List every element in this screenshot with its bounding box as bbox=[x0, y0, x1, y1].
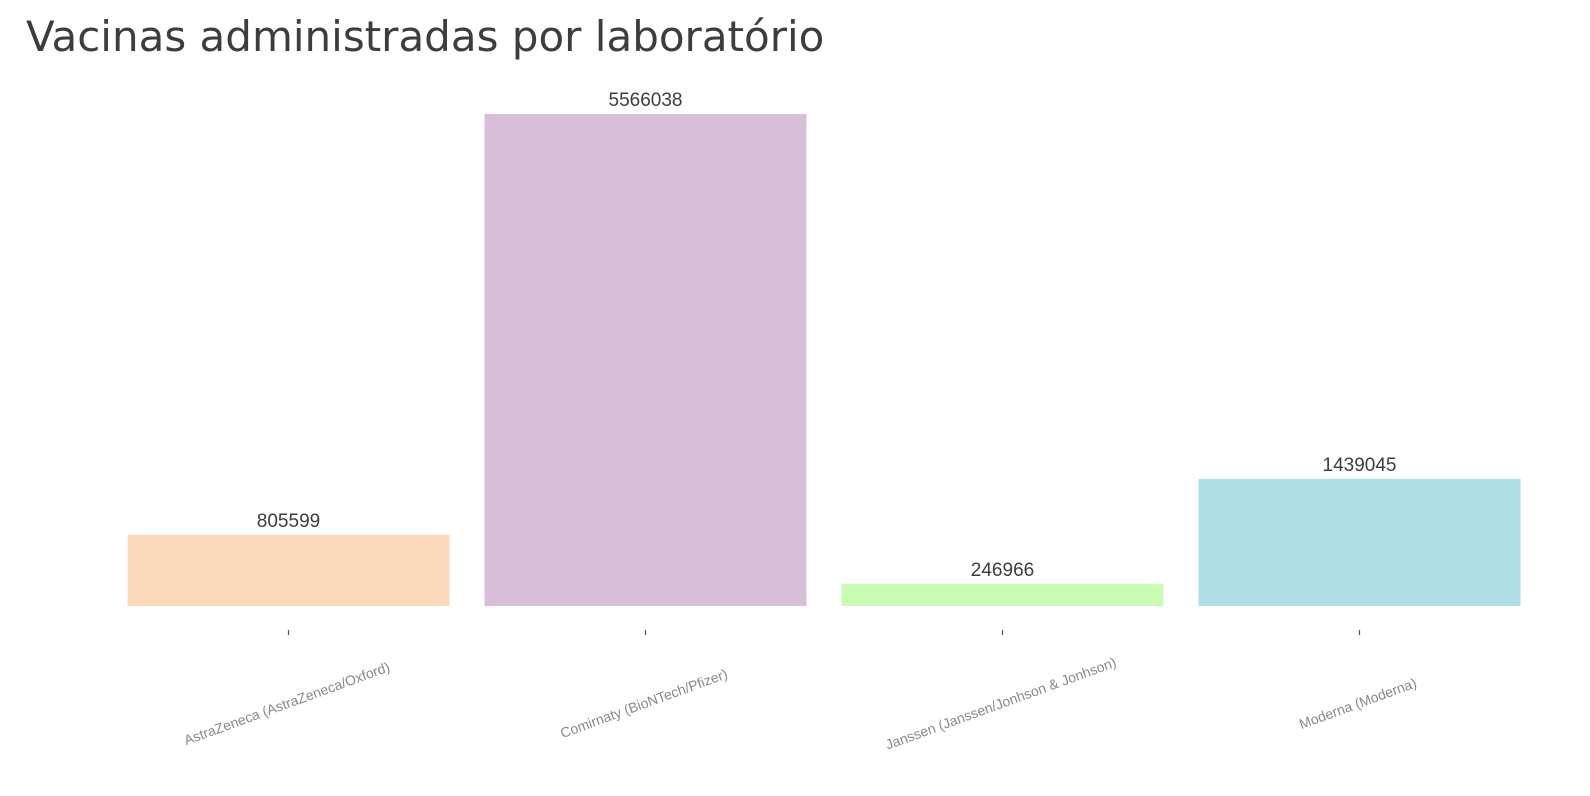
x-axis-labels-group: AstraZeneca (AstraZeneca/Oxford) Comirnat… bbox=[182, 654, 1419, 753]
bar-value-label: 805599 bbox=[257, 511, 320, 532]
x-axis-tick-label: Janssen (Janssen/Jonhson & Jonhson) bbox=[883, 654, 1118, 753]
bar-value-label: 246966 bbox=[971, 560, 1034, 581]
bar bbox=[1198, 478, 1521, 606]
value-labels-group: 805599 5566038 246966 1439045 bbox=[257, 90, 1397, 581]
x-axis-tick-label: Moderna (Moderna) bbox=[1297, 675, 1419, 732]
chart-title: Vacinas administradas por laboratório bbox=[26, 12, 825, 61]
bars-group bbox=[127, 114, 1521, 606]
x-axis-ticks-group bbox=[287, 630, 1361, 635]
bar bbox=[127, 534, 450, 606]
bar bbox=[841, 584, 1164, 606]
bar bbox=[484, 114, 807, 606]
x-axis-tick-label: Comirnaty (BioNTech/Pfizer) bbox=[558, 666, 729, 741]
bar-value-label: 5566038 bbox=[609, 90, 683, 111]
x-axis-tick-label: AstraZeneca (AstraZeneca/Oxford) bbox=[182, 659, 392, 749]
bar-value-label: 1439045 bbox=[1323, 455, 1397, 476]
